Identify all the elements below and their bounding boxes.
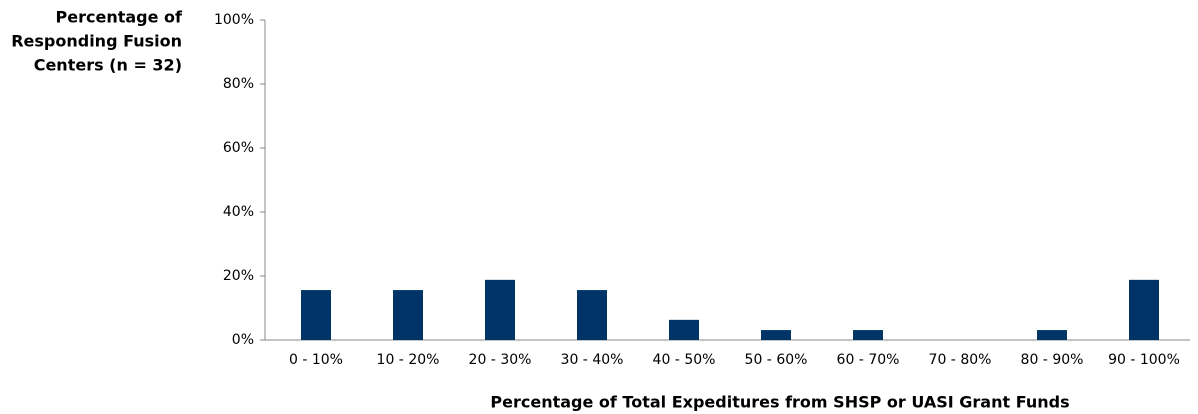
y-tick-label: 80% [223, 76, 254, 92]
x-tick-label: 0 - 10% [289, 352, 343, 368]
y-axis-title: Responding Fusion [11, 32, 182, 51]
x-tick-label: 40 - 50% [653, 352, 716, 368]
bar [393, 290, 423, 340]
x-tick-label: 90 - 100% [1108, 352, 1180, 368]
x-tick-label: 60 - 70% [837, 352, 900, 368]
y-tick-label: 0% [232, 332, 254, 348]
y-tick-label: 20% [223, 268, 254, 284]
x-tick-label: 10 - 20% [377, 352, 440, 368]
bar [669, 319, 699, 340]
y-tick-label: 100% [214, 12, 254, 28]
x-tick-label: 70 - 80% [929, 352, 992, 368]
y-axis-title: Percentage of [56, 8, 184, 27]
y-axis-title: Centers (n = 32) [34, 56, 182, 75]
bar [1129, 279, 1159, 340]
y-tick-label: 60% [223, 140, 254, 156]
bar [853, 330, 883, 340]
y-tick-label: 40% [223, 204, 254, 220]
x-tick-label: 20 - 30% [469, 352, 532, 368]
x-tick-label: 80 - 90% [1021, 352, 1084, 368]
bar [761, 330, 791, 340]
bar [301, 290, 331, 340]
bar [1037, 330, 1067, 340]
x-tick-label: 30 - 40% [561, 352, 624, 368]
x-axis-title: Percentage of Total Expeditures from SHS… [490, 393, 1069, 412]
x-tick-label: 50 - 60% [745, 352, 808, 368]
bar [577, 290, 607, 340]
bar [485, 279, 515, 340]
